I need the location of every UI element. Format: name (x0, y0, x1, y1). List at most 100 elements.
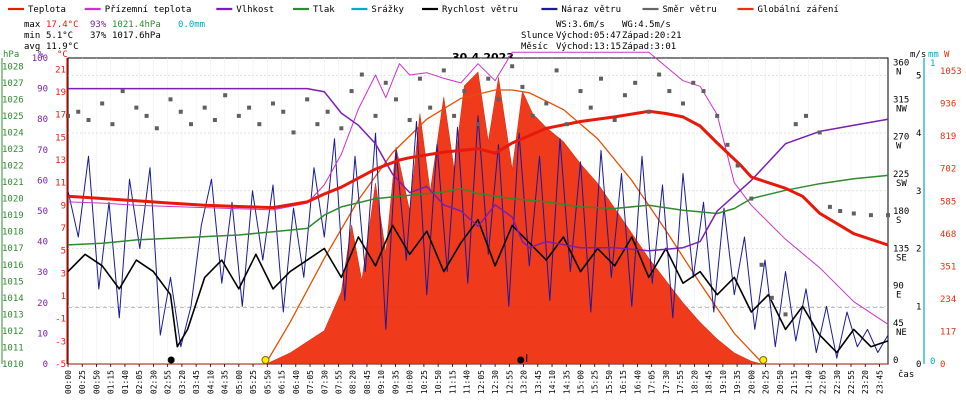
axis-tick-label: 1026 (2, 95, 24, 105)
direction-tick-compass: W (896, 142, 902, 152)
info-sunset: Západ:20:21 (622, 31, 682, 41)
unit-labels: hPa % °C m/s mm W čas (3, 50, 950, 380)
axis-tick-label: 1027 (2, 79, 24, 89)
legend-label: Přízemní teplota (105, 5, 192, 15)
unit-c: °C (57, 50, 68, 60)
direction-tick-degree: 180 (893, 207, 909, 217)
wind-direction-point (76, 109, 81, 114)
unit-pct: % (38, 50, 44, 60)
wind-direction-point (588, 105, 593, 110)
axis-tick-label: -1 (55, 315, 66, 325)
legend-label: Tlak (313, 5, 335, 15)
axis-tick-label: 1011 (2, 344, 24, 354)
wind-direction-point (383, 80, 388, 85)
unit-mm: mm (928, 50, 939, 60)
ground-temperature-line (67, 51, 889, 325)
wind-tick-label: 3 (916, 187, 921, 197)
axes: 1028102710261025102410231022102110201019… (1, 54, 962, 394)
wind-speed-line (67, 218, 889, 354)
info-sunrise: Východ:05:47 (556, 31, 621, 41)
x-tick-label: 18:45 (705, 370, 714, 394)
axis-tick-label: 19 (55, 88, 66, 98)
x-tick-label: 19:35 (733, 370, 742, 394)
x-tick-label: 20:00 (747, 370, 756, 394)
stat-max-hum: 93% (90, 20, 107, 30)
axis-tick-label: -3 (55, 337, 66, 347)
wind-direction-point (554, 68, 559, 73)
x-tick-label: 09:10 (377, 370, 386, 394)
axis-tick-label: 1022 (2, 162, 24, 172)
stat-min-hum: 37% (90, 31, 107, 41)
stat-min-label: min (24, 31, 40, 41)
axis-tick-label: 15 (55, 133, 66, 143)
x-tick-label: 14:10 (548, 370, 557, 394)
chart-legend: Teplota Přízemní teplota Vlhkost Tlak Srážky… (8, 5, 839, 15)
stat-max-label: max (24, 20, 41, 30)
direction-tick-degree: 0 (893, 356, 898, 366)
x-tick-label: 04:10 (206, 370, 215, 394)
stat-max-press: 1021.4hPa (112, 20, 161, 30)
stat-max-rain: 0.0mm (178, 20, 205, 30)
axis-tick-label: 17 (55, 111, 66, 121)
wind-direction-point (178, 109, 183, 114)
wind-direction-point (486, 76, 491, 81)
x-tick-label: 00:00 (64, 370, 73, 394)
axis-tick-label: 0 (43, 360, 48, 370)
wind-direction-point (657, 72, 662, 77)
rain-tick-label: 0 (930, 357, 935, 367)
direction-tick-degree: 90 (893, 282, 904, 292)
unit-time: čas (898, 369, 914, 380)
direction-tick-degree: 45 (893, 319, 904, 329)
axis-tick-label: 1018 (2, 228, 24, 238)
wind-direction-point (667, 89, 672, 94)
x-tick-label: 12:05 (477, 370, 486, 394)
unit-hpa: hPa (3, 50, 19, 60)
wind-direction-point (407, 118, 412, 123)
x-tick-label: 13:45 (534, 370, 543, 394)
wind-tick-label: 5 (916, 71, 921, 81)
astro-markers (167, 354, 768, 364)
radiation-tick-label: 468 (940, 230, 956, 240)
wind-direction-point (236, 113, 241, 118)
x-tick-label: 00:25 (78, 370, 87, 394)
x-tick-label: 10:50 (434, 370, 443, 394)
direction-tick-degree: 135 (893, 244, 909, 254)
wind-direction-point (66, 113, 70, 118)
temperature-line (67, 109, 889, 247)
legend-label: Srážky (371, 5, 404, 15)
wind-direction-point (715, 113, 720, 118)
direction-tick-degree: 270 (893, 133, 909, 143)
wind-tick-label: 2 (916, 245, 921, 255)
x-tick-label: 05:00 (235, 370, 244, 394)
x-tick-label: 20:25 (762, 370, 771, 394)
x-tick-label: 12:30 (491, 370, 500, 394)
x-tick-label: 03:45 (192, 370, 201, 394)
info-block: WS:3.6m/s WG:4.5m/s Slunce Východ:05:47 … (521, 20, 682, 52)
direction-tick-compass: SE (896, 253, 907, 263)
wind-direction-point (373, 113, 378, 118)
wind-tick-label: 0 (916, 360, 921, 370)
wind-direction-point (305, 97, 310, 102)
x-tick-label: 18:20 (690, 370, 699, 394)
wind-direction-point (189, 122, 193, 127)
info-sun-label: Slunce (521, 31, 554, 41)
axis-tick-label: 80 (37, 115, 48, 125)
x-tick-label: 17:55 (676, 370, 685, 394)
x-tick-label: 12:55 (505, 370, 514, 394)
wind-direction-point (868, 213, 873, 218)
wind-direction-point (817, 130, 822, 135)
axis-tick-label: 21 (55, 65, 66, 75)
wind-direction-point (851, 211, 856, 216)
info-ws: WS:3.6m/s (556, 20, 605, 30)
wind-direction-point (622, 93, 627, 98)
wind-direction-point (838, 209, 843, 213)
x-tick-label: 02:30 (149, 370, 158, 394)
wind-direction-point (681, 101, 685, 106)
x-tick-label: 17:30 (662, 370, 671, 394)
wind-direction-point (100, 101, 105, 106)
sunrise-marker (261, 356, 270, 364)
x-tick-label: 11:15 (448, 370, 457, 394)
direction-tick-compass: SW (896, 179, 907, 189)
x-tick-label: 20:50 (776, 370, 785, 394)
